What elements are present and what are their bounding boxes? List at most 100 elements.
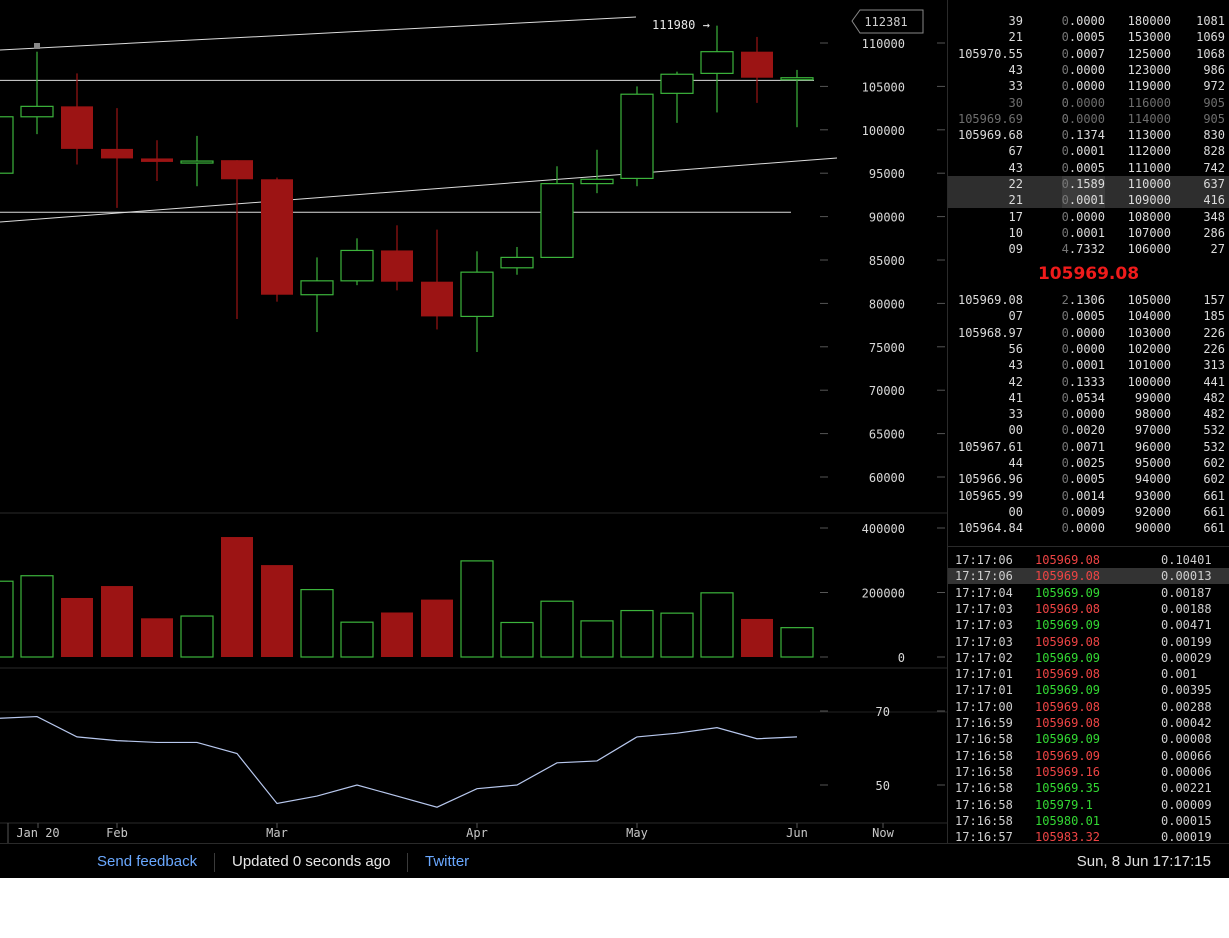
orderbook-amount: 0.1333 xyxy=(1061,374,1105,389)
orderbook-bid-row[interactable]: 00 0.0009 92000 661 xyxy=(948,504,1229,520)
candle-body-up xyxy=(300,280,334,296)
high-annotation: 111980 → xyxy=(652,18,710,32)
orderbook-ask-row[interactable]: 30 0.0000 116000 905 xyxy=(948,95,1229,111)
trade-row[interactable]: 17:17:06 105969.08 0.00013 xyxy=(948,568,1229,585)
trade-row[interactable]: 17:17:03 105969.08 0.00188 xyxy=(948,601,1229,617)
orderbook-cumulative: 905 xyxy=(1203,95,1225,110)
trade-row[interactable]: 17:17:01 105969.09 0.00395 xyxy=(948,682,1229,698)
orderbook-cumulative: 972 xyxy=(1203,79,1225,94)
footer: Send feedback Updated 0 seconds ago Twit… xyxy=(0,843,1229,878)
orderbook-ask-row[interactable]: 33 0.0000 119000 972 xyxy=(948,78,1229,94)
orderbook-ask-row[interactable]: 105969.69 0.0000 114000 905 xyxy=(948,111,1229,127)
orderbook-ask-row[interactable]: 09 4.7332 106000 27 xyxy=(948,241,1229,257)
orderbook-bid-row[interactable]: 44 0.0025 95000 602 xyxy=(948,455,1229,471)
orderbook-ask-row[interactable]: 43 0.0005 111000 742 xyxy=(948,160,1229,176)
right-panel: 39 0.0000 180000 1081 21 0.0005 153000 1069 1059… xyxy=(948,0,1229,845)
orderbook-bid-row[interactable]: 105967.61 0.0071 96000 532 xyxy=(948,439,1229,455)
orderbook-price: 105965.99 xyxy=(957,488,1023,503)
orderbook-bid-row[interactable]: 105968.97 0.0000 103000 226 xyxy=(948,325,1229,341)
send-feedback-link[interactable]: Send feedback xyxy=(97,853,198,870)
orderbook-ask-row[interactable]: 105970.55 0.0007 125000 1068 xyxy=(948,46,1229,62)
trade-row[interactable]: 17:17:02 105969.09 0.00029 xyxy=(948,650,1229,666)
orderbook-amount: 0.0001 xyxy=(1061,144,1105,159)
trade-row[interactable]: 17:16:58 105980.01 0.00015 xyxy=(948,813,1229,829)
orderbook-bid-row[interactable]: 43 0.0001 101000 313 xyxy=(948,357,1229,373)
volume-bar-down xyxy=(221,537,253,657)
orderbook-amount: 0.0000 xyxy=(1061,325,1105,340)
orderbook-bid-row[interactable]: 00 0.0020 97000 532 xyxy=(948,422,1229,438)
orderbook-level: 108000 xyxy=(1127,209,1171,224)
twitter-link[interactable]: Twitter xyxy=(425,853,470,870)
trade-row[interactable]: 17:17:03 105969.08 0.00199 xyxy=(948,634,1229,650)
orderbook-ask-row[interactable]: 67 0.0001 112000 828 xyxy=(948,143,1229,159)
volume-axis-label: 400000 xyxy=(862,522,905,536)
orderbook-bid-row[interactable]: 56 0.0000 102000 226 xyxy=(948,341,1229,357)
orderbook-ask-row[interactable]: 21 0.0001 109000 416 xyxy=(948,192,1229,209)
rsi-axis-label: 50 xyxy=(876,779,890,793)
trade-row[interactable]: 17:17:06 105969.08 0.10401 xyxy=(948,552,1229,568)
orderbook-bid-row[interactable]: 33 0.0000 98000 482 xyxy=(948,406,1229,422)
orderbook-amount: 0.0001 xyxy=(1061,192,1105,209)
orderbook-ask-row[interactable]: 17 0.0000 108000 348 xyxy=(948,209,1229,225)
trade-row[interactable]: 17:16:58 105969.09 0.00008 xyxy=(948,731,1229,747)
trade-row[interactable]: 17:16:57 105983.32 0.00019 xyxy=(948,829,1229,845)
orderbook-cumulative: 27 xyxy=(1210,242,1225,257)
orderbook-bid-row[interactable]: 105969.08 2.1306 105000 157 xyxy=(948,292,1229,308)
trendline-upper[interactable] xyxy=(0,16,637,51)
panel-divider xyxy=(947,0,948,843)
current-price-badge: 112381 xyxy=(864,15,907,29)
price-axis-label: 100000 xyxy=(862,124,905,138)
orderbook-cumulative: 532 xyxy=(1203,423,1225,438)
price-axis-label: 85000 xyxy=(869,254,905,268)
trade-amount: 0.00019 xyxy=(1161,830,1212,845)
orderbook-bid-row[interactable]: 105966.96 0.0005 94000 602 xyxy=(948,471,1229,487)
price-axis-label: 75000 xyxy=(869,341,905,355)
orderbook-ask-row[interactable]: 21 0.0005 153000 1069 xyxy=(948,29,1229,45)
orderbook-cumulative: 286 xyxy=(1203,225,1225,240)
trade-row[interactable]: 17:17:03 105969.09 0.00471 xyxy=(948,617,1229,633)
price-badge-outline xyxy=(851,9,924,34)
orderbook-price: 105969.69 xyxy=(957,111,1023,126)
orderbook-ask-row[interactable]: 105969.68 0.1374 113000 830 xyxy=(948,127,1229,143)
trade-row[interactable]: 17:17:04 105969.09 0.00187 xyxy=(948,585,1229,601)
orderbook-bid-row[interactable]: 41 0.0534 99000 482 xyxy=(948,390,1229,406)
orderbook-price: 21 xyxy=(1008,30,1023,45)
trade-row[interactable]: 17:16:58 105969.09 0.00066 xyxy=(948,748,1229,764)
orderbook-price: 43 xyxy=(1008,358,1023,373)
orderbook-cumulative: 602 xyxy=(1203,456,1225,470)
volume-bar-down xyxy=(101,586,133,657)
trade-row[interactable]: 17:16:58 105969.16 0.00006 xyxy=(948,764,1229,780)
trade-amount: 0.00013 xyxy=(1161,569,1212,584)
last-price: 105969.08 xyxy=(1037,264,1140,284)
orderbook-divider xyxy=(948,546,1229,547)
trade-row[interactable]: 17:17:01 105969.08 0.001 xyxy=(948,666,1229,682)
candle-body-down xyxy=(261,179,293,295)
orderbook-bid-row[interactable]: 105965.99 0.0014 93000 661 xyxy=(948,488,1229,504)
volume-bar-up xyxy=(460,560,494,658)
trade-row[interactable]: 17:16:58 105969.35 0.00221 xyxy=(948,780,1229,796)
orderbook-ask-row[interactable]: 10 0.0001 107000 286 xyxy=(948,225,1229,241)
trade-row[interactable]: 17:17:00 105969.08 0.00288 xyxy=(948,699,1229,715)
orderbook-price: 67 xyxy=(1008,144,1023,159)
candle-body-down xyxy=(141,158,173,162)
price-chart[interactable]: 110000 105000 100000 95000 90000 85000 80000 75… xyxy=(0,0,947,843)
candle-body-up xyxy=(180,160,214,164)
volume-bar-down xyxy=(141,618,173,657)
orderbook-ask-row[interactable]: 22 0.1589 110000 637 xyxy=(948,176,1229,192)
time-axis-label: Now xyxy=(872,826,894,840)
trade-row[interactable]: 17:16:58 105979.1 0.00009 xyxy=(948,797,1229,813)
trade-time: 17:16:58 xyxy=(955,813,1013,828)
price-axis-label: 70000 xyxy=(869,384,905,398)
volume-bar-up xyxy=(700,592,734,658)
orderbook-price: 105969.68 xyxy=(957,128,1023,143)
trade-row[interactable]: 17:16:59 105969.08 0.00042 xyxy=(948,715,1229,731)
orderbook-ask-row[interactable]: 43 0.0000 123000 986 xyxy=(948,62,1229,78)
orderbook-bid-row[interactable]: 07 0.0005 104000 185 xyxy=(948,308,1229,324)
orderbook-bid-row[interactable]: 42 0.1333 100000 441 xyxy=(948,374,1229,390)
orderbook-bid-row[interactable]: 105964.84 0.0000 90000 661 xyxy=(948,520,1229,536)
orderbook-ask-row[interactable]: 39 0.0000 180000 1081 xyxy=(948,13,1229,29)
orderbook-level: 123000 xyxy=(1127,62,1171,77)
trendline-lower[interactable] xyxy=(0,157,838,223)
chart-area[interactable]: 110000 105000 100000 95000 90000 85000 80000 75… xyxy=(0,0,947,843)
volume-bar-up xyxy=(0,580,14,658)
